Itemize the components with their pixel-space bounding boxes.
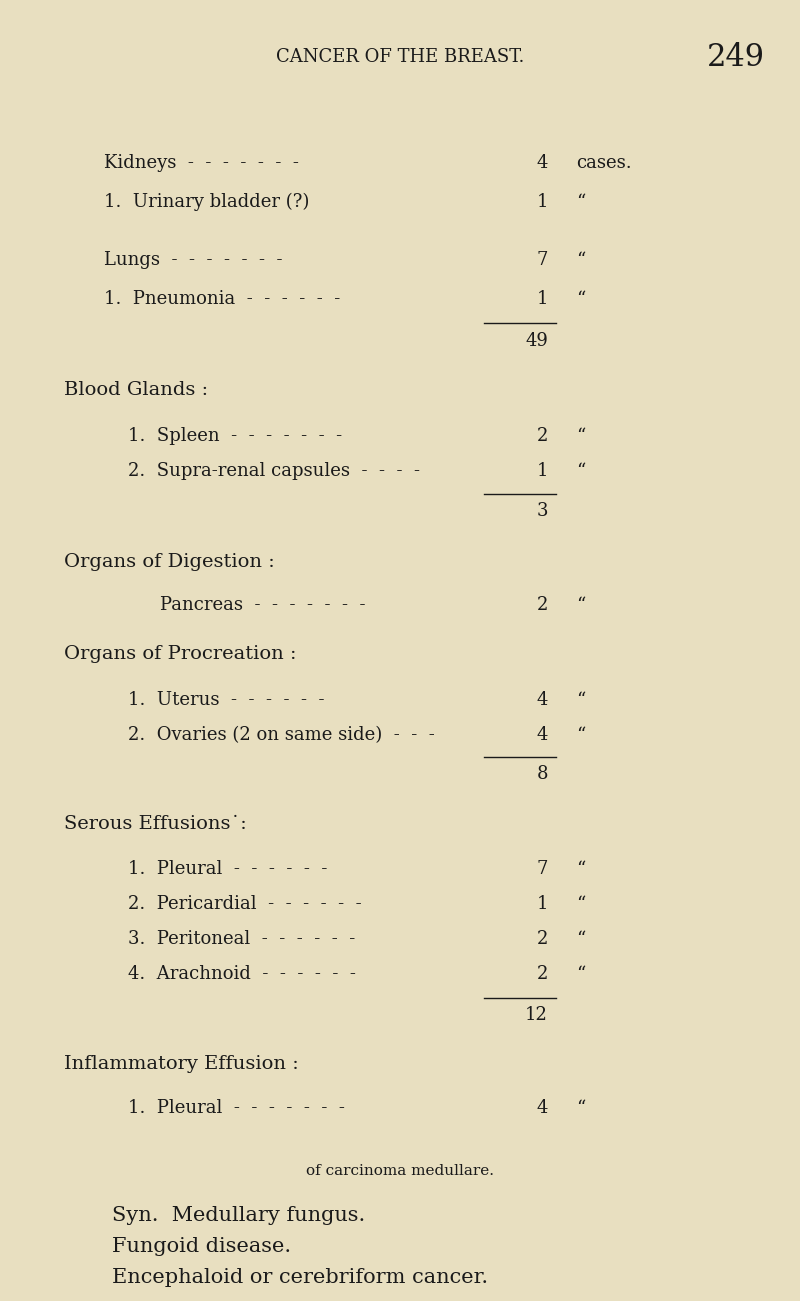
Text: 3.  Peritoneal  -  -  -  -  -  -: 3. Peritoneal - - - - - - bbox=[128, 930, 355, 948]
Text: 2.  Ovaries (2 on same side)  -  -  -: 2. Ovaries (2 on same side) - - - bbox=[128, 726, 434, 744]
Text: “: “ bbox=[576, 965, 586, 984]
Text: 12: 12 bbox=[525, 1006, 548, 1024]
Text: Encephaloid or cerebriform cancer.: Encephaloid or cerebriform cancer. bbox=[112, 1268, 488, 1287]
Text: 4: 4 bbox=[537, 726, 548, 744]
Text: 1.  Pleural  -  -  -  -  -  -  -: 1. Pleural - - - - - - - bbox=[128, 1099, 345, 1118]
Text: 4: 4 bbox=[537, 154, 548, 172]
Text: Syn.  Medullary fungus.: Syn. Medullary fungus. bbox=[112, 1206, 366, 1224]
Text: 2: 2 bbox=[537, 965, 548, 984]
Text: 3: 3 bbox=[537, 502, 548, 520]
Text: Organs of Digestion :: Organs of Digestion : bbox=[64, 553, 274, 571]
Text: Kidneys  -  -  -  -  -  -  -: Kidneys - - - - - - - bbox=[104, 154, 299, 172]
Text: 1.  Pneumonia  -  -  -  -  -  -: 1. Pneumonia - - - - - - bbox=[104, 290, 340, 308]
Text: Inflammatory Effusion :: Inflammatory Effusion : bbox=[64, 1055, 298, 1073]
Text: 249: 249 bbox=[707, 42, 765, 73]
Text: 2.  Pericardial  -  -  -  -  -  -: 2. Pericardial - - - - - - bbox=[128, 895, 362, 913]
Text: 7: 7 bbox=[537, 251, 548, 269]
Text: “: “ bbox=[576, 1099, 586, 1118]
Text: cases.: cases. bbox=[576, 154, 632, 172]
Text: “: “ bbox=[576, 251, 586, 269]
Text: “: “ bbox=[576, 462, 586, 480]
Text: Lungs  -  -  -  -  -  -  -: Lungs - - - - - - - bbox=[104, 251, 282, 269]
Text: Pancreas  -  -  -  -  -  -  -: Pancreas - - - - - - - bbox=[160, 596, 366, 614]
Text: Organs of Procreation :: Organs of Procreation : bbox=[64, 645, 297, 664]
Text: 2: 2 bbox=[537, 596, 548, 614]
Text: “: “ bbox=[576, 895, 586, 913]
Text: 1.  Spleen  -  -  -  -  -  -  -: 1. Spleen - - - - - - - bbox=[128, 427, 342, 445]
Text: 2: 2 bbox=[537, 427, 548, 445]
Text: 2: 2 bbox=[537, 930, 548, 948]
Text: “: “ bbox=[576, 930, 586, 948]
Text: 49: 49 bbox=[525, 332, 548, 350]
Text: “: “ bbox=[576, 726, 586, 744]
Text: 1.  Urinary bladder (?): 1. Urinary bladder (?) bbox=[104, 193, 310, 211]
Text: 8: 8 bbox=[537, 765, 548, 783]
Text: 1: 1 bbox=[537, 895, 548, 913]
Text: 2.  Supra-renal capsules  -  -  -  -: 2. Supra-renal capsules - - - - bbox=[128, 462, 420, 480]
Text: 1: 1 bbox=[537, 290, 548, 308]
Text: “: “ bbox=[576, 860, 586, 878]
Text: 1.  Uterus  -  -  -  -  -  -: 1. Uterus - - - - - - bbox=[128, 691, 325, 709]
Text: 4: 4 bbox=[537, 691, 548, 709]
Text: “: “ bbox=[576, 596, 586, 614]
Text: 1: 1 bbox=[537, 462, 548, 480]
Text: Fungoid disease.: Fungoid disease. bbox=[112, 1237, 291, 1255]
Text: Blood Glands :: Blood Glands : bbox=[64, 381, 208, 399]
Text: CANCER OF THE BREAST.: CANCER OF THE BREAST. bbox=[276, 48, 524, 66]
Text: “: “ bbox=[576, 691, 586, 709]
Text: 1.  Pleural  -  -  -  -  -  -: 1. Pleural - - - - - - bbox=[128, 860, 327, 878]
Text: 4.  Arachnoid  -  -  -  -  -  -: 4. Arachnoid - - - - - - bbox=[128, 965, 356, 984]
Text: “: “ bbox=[576, 193, 586, 211]
Text: 1: 1 bbox=[537, 193, 548, 211]
Text: of carcinoma medullare.: of carcinoma medullare. bbox=[306, 1164, 494, 1177]
Text: 7: 7 bbox=[537, 860, 548, 878]
Text: Serous Effusions˙:: Serous Effusions˙: bbox=[64, 814, 246, 833]
Text: “: “ bbox=[576, 427, 586, 445]
Text: “: “ bbox=[576, 290, 586, 308]
Text: 4: 4 bbox=[537, 1099, 548, 1118]
